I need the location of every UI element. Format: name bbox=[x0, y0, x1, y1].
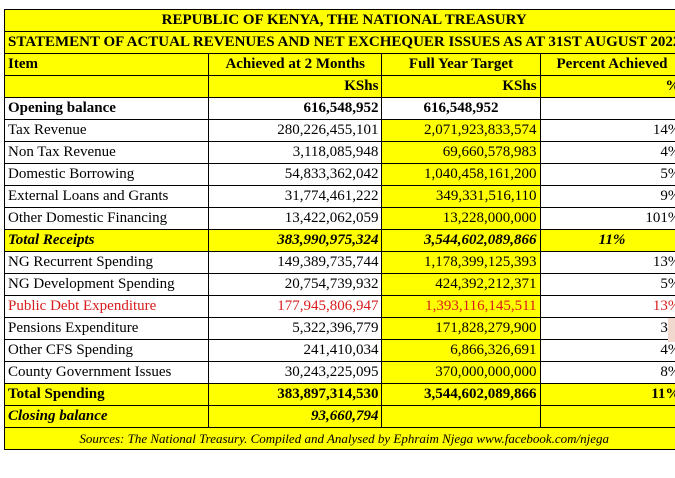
row-target: 616,548,952 bbox=[381, 97, 541, 120]
table-row: Pensions Expenditure 5,322,396,779 171,8… bbox=[3, 317, 675, 340]
row-target: 3,544,602,089,866 bbox=[381, 383, 541, 406]
row-target: 13,228,000,000 bbox=[381, 207, 541, 230]
total-spending-row: Total Spending 383,897,314,530 3,544,602… bbox=[3, 383, 675, 406]
row-percent: 4% bbox=[539, 339, 675, 362]
table-row: Other Domestic Financing 13,422,062,059 … bbox=[3, 207, 675, 230]
row-item: External Loans and Grants bbox=[3, 185, 210, 208]
row-item: Domestic Borrowing bbox=[3, 163, 210, 186]
row-percent bbox=[539, 97, 675, 120]
row-achieved: 241,410,034 bbox=[208, 339, 383, 362]
table-row: Other CFS Spending 241,410,034 6,866,326… bbox=[3, 339, 675, 362]
row-item: Other Domestic Financing bbox=[3, 207, 210, 230]
row-achieved: 31,774,461,222 bbox=[208, 185, 383, 208]
unit-percent: % bbox=[539, 75, 675, 98]
row-item: Closing balance bbox=[3, 405, 210, 428]
source-row: Sources: The National Treasury. Compiled… bbox=[3, 427, 675, 450]
row-percent: 8% bbox=[539, 361, 675, 384]
exchequer-statement-table: REPUBLIC OF KENYA, THE NATIONAL TREASURY… bbox=[3, 9, 675, 450]
header-row: Item Achieved at 2 Months Full Year Targ… bbox=[3, 53, 675, 76]
header-achieved: Achieved at 2 Months bbox=[208, 53, 383, 76]
row-target: 171,828,279,900 bbox=[381, 317, 541, 340]
cell-selection-marker bbox=[668, 318, 675, 342]
row-percent: 101% bbox=[539, 207, 675, 230]
subtitle-row: STATEMENT OF ACTUAL REVENUES AND NET EXC… bbox=[3, 31, 675, 54]
row-target bbox=[381, 405, 541, 428]
row-target: 6,866,326,691 bbox=[381, 339, 541, 362]
table-row: Non Tax Revenue 3,118,085,948 69,660,578… bbox=[3, 141, 675, 164]
row-achieved: 54,833,362,042 bbox=[208, 163, 383, 186]
row-target: 1,040,458,161,200 bbox=[381, 163, 541, 186]
source-note: Sources: The National Treasury. Compiled… bbox=[3, 427, 675, 450]
title-line-2: STATEMENT OF ACTUAL REVENUES AND NET EXC… bbox=[3, 31, 675, 54]
row-percent: 11% bbox=[539, 383, 675, 406]
row-target: 69,660,578,983 bbox=[381, 141, 541, 164]
unit-row: KShs KShs % bbox=[3, 75, 675, 98]
row-achieved: 93,660,794 bbox=[208, 405, 383, 428]
table-row: NG Development Spending 20,754,739,932 4… bbox=[3, 273, 675, 296]
row-percent: 3% bbox=[539, 317, 675, 340]
table-row: NG Recurrent Spending 149,389,735,744 1,… bbox=[3, 251, 675, 274]
table-row: Tax Revenue 280,226,455,101 2,071,923,83… bbox=[3, 119, 675, 142]
row-percent: 11% bbox=[539, 229, 675, 252]
title-line-1: REPUBLIC OF KENYA, THE NATIONAL TREASURY bbox=[3, 9, 675, 32]
row-item: Non Tax Revenue bbox=[3, 141, 210, 164]
row-achieved: 5,322,396,779 bbox=[208, 317, 383, 340]
row-percent: 9% bbox=[539, 185, 675, 208]
row-percent: 13% bbox=[539, 295, 675, 318]
row-item: Opening balance bbox=[3, 97, 210, 120]
header-target: Full Year Target bbox=[381, 53, 541, 76]
row-percent: 13% bbox=[539, 251, 675, 274]
row-achieved: 30,243,225,095 bbox=[208, 361, 383, 384]
row-achieved: 383,897,314,530 bbox=[208, 383, 383, 406]
row-target: 1,178,399,125,393 bbox=[381, 251, 541, 274]
unit-item bbox=[3, 75, 210, 98]
public-debt-row: Public Debt Expenditure 177,945,806,947 … bbox=[3, 295, 675, 318]
row-achieved: 280,226,455,101 bbox=[208, 119, 383, 142]
row-percent: 5% bbox=[539, 163, 675, 186]
row-item: NG Development Spending bbox=[3, 273, 210, 296]
row-percent: 14% bbox=[539, 119, 675, 142]
total-receipts-row: Total Receipts 383,990,975,324 3,544,602… bbox=[3, 229, 675, 252]
row-item: NG Recurrent Spending bbox=[3, 251, 210, 274]
row-target: 370,000,000,000 bbox=[381, 361, 541, 384]
row-item: Public Debt Expenditure bbox=[3, 295, 210, 318]
row-item: Other CFS Spending bbox=[3, 339, 210, 362]
row-target: 424,392,212,371 bbox=[381, 273, 541, 296]
unit-achieved: KShs bbox=[208, 75, 383, 98]
table-row: Opening balance 616,548,952 616,548,952 bbox=[3, 97, 675, 120]
row-achieved: 616,548,952 bbox=[208, 97, 383, 120]
row-percent bbox=[539, 405, 675, 428]
row-percent: 5% bbox=[539, 273, 675, 296]
row-achieved: 13,422,062,059 bbox=[208, 207, 383, 230]
row-target: 349,331,516,110 bbox=[381, 185, 541, 208]
unit-target: KShs bbox=[381, 75, 541, 98]
header-percent: Percent Achieved bbox=[539, 53, 675, 76]
row-achieved: 177,945,806,947 bbox=[208, 295, 383, 318]
table-row: Domestic Borrowing 54,833,362,042 1,040,… bbox=[3, 163, 675, 186]
row-target: 1,393,116,145,511 bbox=[381, 295, 541, 318]
table-row: External Loans and Grants 31,774,461,222… bbox=[3, 185, 675, 208]
closing-balance-row: Closing balance 93,660,794 bbox=[3, 405, 675, 428]
row-item: Total Receipts bbox=[3, 229, 210, 252]
row-item: Pensions Expenditure bbox=[3, 317, 210, 340]
row-item: County Government Issues bbox=[3, 361, 210, 384]
row-achieved: 383,990,975,324 bbox=[208, 229, 383, 252]
title-row: REPUBLIC OF KENYA, THE NATIONAL TREASURY bbox=[3, 9, 675, 32]
header-item: Item bbox=[3, 53, 210, 76]
row-achieved: 20,754,739,932 bbox=[208, 273, 383, 296]
table-row: County Government Issues 30,243,225,095 … bbox=[3, 361, 675, 384]
row-achieved: 3,118,085,948 bbox=[208, 141, 383, 164]
row-achieved: 149,389,735,744 bbox=[208, 251, 383, 274]
row-percent: 4% bbox=[539, 141, 675, 164]
row-target: 3,544,602,089,866 bbox=[381, 229, 541, 252]
row-item: Tax Revenue bbox=[3, 119, 210, 142]
row-target: 2,071,923,833,574 bbox=[381, 119, 541, 142]
row-item: Total Spending bbox=[3, 383, 210, 406]
